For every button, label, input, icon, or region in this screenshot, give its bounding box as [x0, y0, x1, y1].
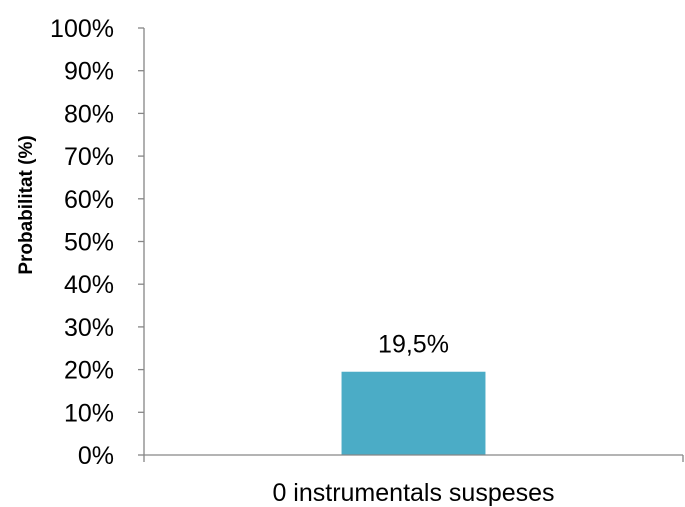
x-category-label: 0 instrumentals suspeses	[272, 479, 554, 507]
y-tick-label: 0%	[78, 442, 114, 470]
y-tick-label: 40%	[64, 271, 114, 299]
y-axis-ticks: 0% 10% 20% 30% 40% 50% 60% 70% 80% 90% 100%	[50, 15, 684, 470]
y-tick-label: 50%	[64, 229, 114, 257]
y-tick-label: 70%	[64, 143, 114, 171]
y-tick-label: 100%	[50, 15, 114, 43]
bar	[341, 371, 486, 455]
category-labels: 0 instrumentals suspeses	[272, 479, 554, 507]
y-axis-title: Probabilitat (%)	[16, 135, 37, 274]
data-labels: 19,5%	[378, 331, 449, 359]
y-tick-label: 90%	[64, 58, 114, 86]
y-tick-label: 10%	[64, 399, 114, 427]
y-tick-label: 30%	[64, 314, 114, 342]
y-tick-label: 60%	[64, 186, 114, 214]
bar-value-label: 19,5%	[378, 331, 449, 359]
y-tick-label: 20%	[64, 357, 114, 385]
y-tick-label: 80%	[64, 100, 114, 128]
bars	[341, 371, 486, 455]
